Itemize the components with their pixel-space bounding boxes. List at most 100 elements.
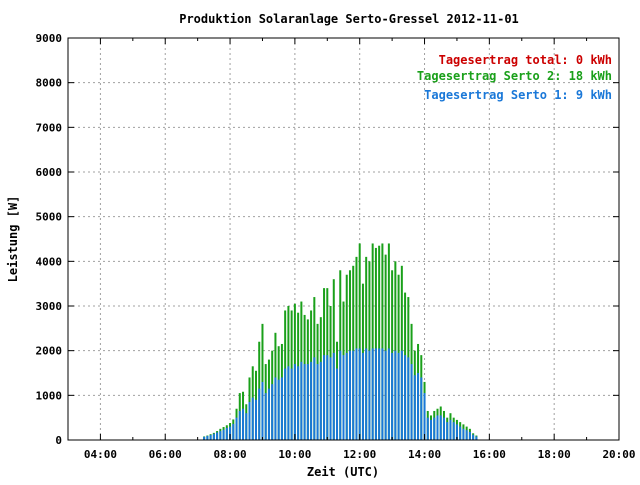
bar-series-1 [397,352,400,440]
bar-series-1 [203,436,206,440]
bar-series-0 [374,247,377,440]
bar-series-0 [378,245,381,440]
bar-series-1 [381,348,384,440]
bar-series-1 [248,402,251,440]
bar-series-1 [212,433,215,440]
y-tick-label: 8000 [36,77,63,90]
x-tick-label: 06:00 [149,448,182,461]
bar-series-0 [371,243,374,440]
bar-series-1 [287,366,290,440]
y-tick-label: 3000 [36,300,63,313]
bar-series-1 [251,397,254,440]
y-tick-label: 6000 [36,166,63,179]
bar-series-1 [391,352,394,440]
bar-series-1 [455,424,458,440]
bar-series-1 [465,430,468,440]
bar-series-1 [449,419,452,440]
y-tick-label: 0 [55,434,62,447]
bar-series-1 [462,428,465,440]
legend-entry-total: Tagesertrag total: 0 kWh [439,53,612,67]
bar-series-1 [326,355,329,440]
bar-series-1 [238,410,241,440]
bar-series-1 [365,348,368,440]
y-tick-label: 4000 [36,255,63,268]
bar-series-1 [430,419,433,440]
y-axis-label: Leistung [W] [6,196,20,283]
bar-series-1 [284,368,287,440]
bar-series-1 [242,408,245,440]
bar-series-1 [342,355,345,440]
bar-series-1 [222,429,225,440]
bar-series-1 [468,431,471,440]
ticks-layer [67,37,620,441]
bar-series-1 [384,350,387,440]
bar-series-1 [271,384,274,440]
bar-series-1 [352,350,355,440]
bar-series-1 [277,379,280,440]
bar-series-1 [319,361,322,440]
y-tick-label: 5000 [36,211,63,224]
bar-series-1 [420,377,423,440]
bar-series-1 [303,364,306,440]
bar-series-1 [459,426,462,440]
bar-series-1 [361,352,364,440]
bar-series-1 [323,355,326,440]
bar-series-1 [261,381,264,440]
bar-series-1 [209,435,212,440]
bar-series-1 [358,348,361,440]
legend-entry-serto-1: Tagesertrag Serto 1: 9 kWh [424,88,612,102]
ticklabels-layer: 0 1000 2000 3000 4000 5000 6000 7000 8000 9000 04:… [36,32,636,461]
bar-series-1 [433,417,436,440]
y-tick-label: 2000 [36,345,63,358]
bar-series-1 [336,368,339,440]
bar-series-1 [394,350,397,440]
bar-series-1 [313,357,316,440]
bar-series-1 [404,355,407,440]
bar-series-1 [300,361,303,440]
legend: Tagesertrag total: 0 kWh Tagesertrag Ser… [417,53,612,102]
bar-series-1 [310,361,313,440]
y-tick-label: 1000 [36,389,63,402]
x-tick-label: 16:00 [473,448,506,461]
bar-series-1 [426,417,429,440]
bar-series-1 [423,393,426,440]
bar-series-1 [436,415,439,440]
bar-series-1 [345,352,348,440]
bar-series-1 [417,373,420,440]
bar-series-1 [446,422,449,440]
bar-series-1 [274,377,277,440]
plot-frame [67,37,620,441]
x-tick-label: 08:00 [213,448,246,461]
x-tick-label: 04:00 [84,448,117,461]
bar-series-1 [442,417,445,440]
bar-series-1 [232,423,235,440]
bar-series-1 [452,422,455,440]
bar-series-1 [439,415,442,440]
chart-title: Produktion Solaranlage Serto-Gressel 201… [179,12,519,26]
bar-series-1 [355,348,358,440]
bar-series-1 [374,348,377,440]
bar-series-1 [475,436,478,440]
legend-entry-serto-2: Tagesertrag Serto 2: 18 kWh [417,69,612,83]
bar-series-1 [413,375,416,440]
bar-series-1 [245,413,248,440]
bar-series-1 [290,368,293,440]
bar-series-1 [371,348,374,440]
x-tick-label: 12:00 [343,448,376,461]
bar-series-1 [306,364,309,440]
x-tick-label: 18:00 [538,448,571,461]
bar-series-1 [472,434,475,440]
bar-series-0 [387,243,390,440]
bar-series-1 [400,350,403,440]
bar-series-1 [407,357,410,440]
bar-series-1 [378,348,381,440]
x-tick-label: 14:00 [408,448,441,461]
y-tick-label: 7000 [36,121,63,134]
bar-series-1 [254,399,257,440]
bar-series-1 [368,350,371,440]
bars-layer [203,243,478,440]
bar-series-1 [410,364,413,440]
bar-series-1 [264,393,267,440]
